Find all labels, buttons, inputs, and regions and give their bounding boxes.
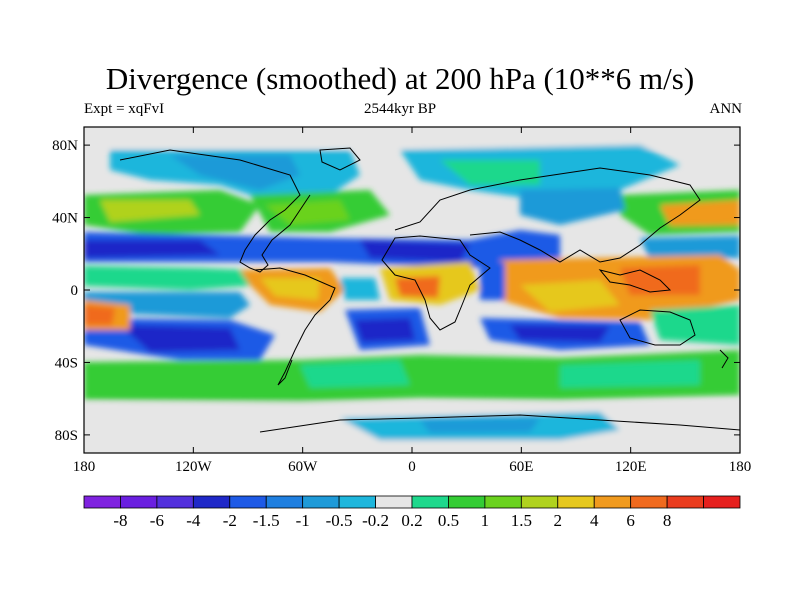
y-tick-label: 40S	[55, 355, 78, 371]
region-swpac-div	[650, 305, 740, 345]
colorbar-label: -0.2	[362, 511, 389, 530]
region-atl-eq-conv	[340, 278, 380, 300]
x-tick-label: 180	[729, 459, 752, 475]
region-europe-div	[440, 160, 540, 185]
colorbar-label: -4	[186, 511, 201, 530]
region-africa-div-core	[395, 276, 440, 298]
colorbar-swatch	[229, 495, 267, 509]
coast-south-america	[254, 267, 336, 386]
y-axis: 80N 40N 0 40S 80S	[52, 138, 740, 444]
experiment-label: Expt = xqFvI	[84, 101, 165, 117]
colorbar-label: 1.5	[511, 511, 532, 530]
region-antarctic-conv-core	[420, 418, 540, 433]
colorbar-swatch	[703, 495, 741, 509]
colorbar-swatch	[156, 495, 194, 509]
region-sahara-conv-core	[360, 240, 470, 262]
x-tick-label: 180	[73, 459, 96, 475]
colorbar-label: -1	[296, 511, 310, 530]
region-asia-conv	[520, 188, 625, 225]
x-tick-label: 120W	[175, 459, 213, 475]
region-spac-west-div-core	[84, 305, 115, 325]
coast-greenland	[319, 147, 361, 171]
colorbar-label: 2	[554, 511, 563, 530]
x-tick-label: 0	[408, 459, 416, 475]
coast-africa	[381, 235, 491, 331]
region-so-div-belt	[84, 350, 740, 402]
y-tick-label: 40N	[52, 211, 78, 227]
colorbar-swatch	[120, 495, 158, 509]
region-npac-div-core	[100, 200, 200, 222]
season-label: ANN	[709, 101, 743, 117]
region-so-div-light2	[560, 360, 700, 388]
colorbar-swatch	[448, 495, 486, 509]
colorbar-swatch	[666, 495, 704, 509]
y-tick-label: 0	[71, 283, 79, 299]
plot-title: Divergence (smoothed) at 200 hPa (10**6 …	[105, 61, 695, 96]
colorbar: -8 -6 -4 -2 -1.5 -1 -0.5 -0.2 0.2 0.5 1 1.5 2 4 6 8	[83, 495, 741, 530]
region-satl-conv-core	[355, 318, 415, 342]
colorbar-swatch	[520, 495, 559, 509]
colorbar-swatch	[302, 495, 340, 509]
colorbar-label: -8	[113, 511, 127, 530]
y-tick-label: 80S	[55, 428, 78, 444]
region-wpac-subtrop	[640, 236, 740, 260]
colorbar-label: 0.2	[401, 511, 422, 530]
colorbar-label: 0.5	[438, 511, 459, 530]
colorbar-swatch	[192, 495, 231, 509]
region-so-div-light	[300, 360, 410, 388]
period-label: 2544kyr BP	[363, 101, 437, 117]
colorbar-swatch	[338, 495, 376, 509]
region-canada-conv	[170, 155, 300, 190]
colorbar-label: 4	[590, 511, 599, 530]
region-sio-conv-core	[510, 325, 610, 342]
x-tick-label: 120E	[615, 459, 647, 475]
colorbar-label: 8	[663, 511, 672, 530]
region-indian-div	[520, 280, 620, 312]
colorbar-swatch	[265, 495, 304, 509]
y-tick-label: 80N	[52, 138, 78, 154]
x-axis: 180 120W 60W 0 60E 120E 180	[73, 127, 752, 475]
region-epac-div	[84, 266, 260, 290]
coast-north-america	[119, 149, 311, 273]
coast-eurasia	[394, 167, 701, 263]
colorbar-swatch	[593, 495, 632, 509]
region-wpac-div-core	[660, 200, 740, 226]
colorbar-label: -1.5	[253, 511, 280, 530]
region-samerica-div-core	[260, 278, 320, 300]
colorbar-swatch	[83, 495, 121, 509]
region-wio-conv	[480, 260, 505, 300]
region-nh-subtropical-conv-core	[84, 240, 220, 258]
coast-australia	[619, 309, 696, 346]
coast-new-zealand	[719, 349, 729, 369]
colorbar-label: -2	[223, 511, 237, 530]
colorbar-swatch	[557, 495, 595, 509]
region-spac-conv-core	[120, 325, 240, 352]
coast-maritime-continent	[598, 269, 672, 293]
x-tick-label: 60E	[509, 459, 533, 475]
region-arctic-neutral	[84, 136, 740, 148]
colorbar-label: -6	[150, 511, 164, 530]
contour-field	[84, 127, 740, 453]
colorbar-label: 1	[481, 511, 490, 530]
region-natl-div-core	[265, 200, 350, 225]
coast-antarctica	[259, 414, 740, 433]
colorbar-label: -0.5	[326, 511, 353, 530]
x-tick-label: 60W	[288, 459, 318, 475]
colorbar-swatch	[484, 495, 522, 509]
colorbar-label: 6	[626, 511, 635, 530]
colorbar-swatch	[630, 495, 668, 509]
colorbar-swatch	[411, 495, 449, 509]
coastlines	[119, 147, 740, 433]
colorbar-swatch	[375, 495, 413, 509]
